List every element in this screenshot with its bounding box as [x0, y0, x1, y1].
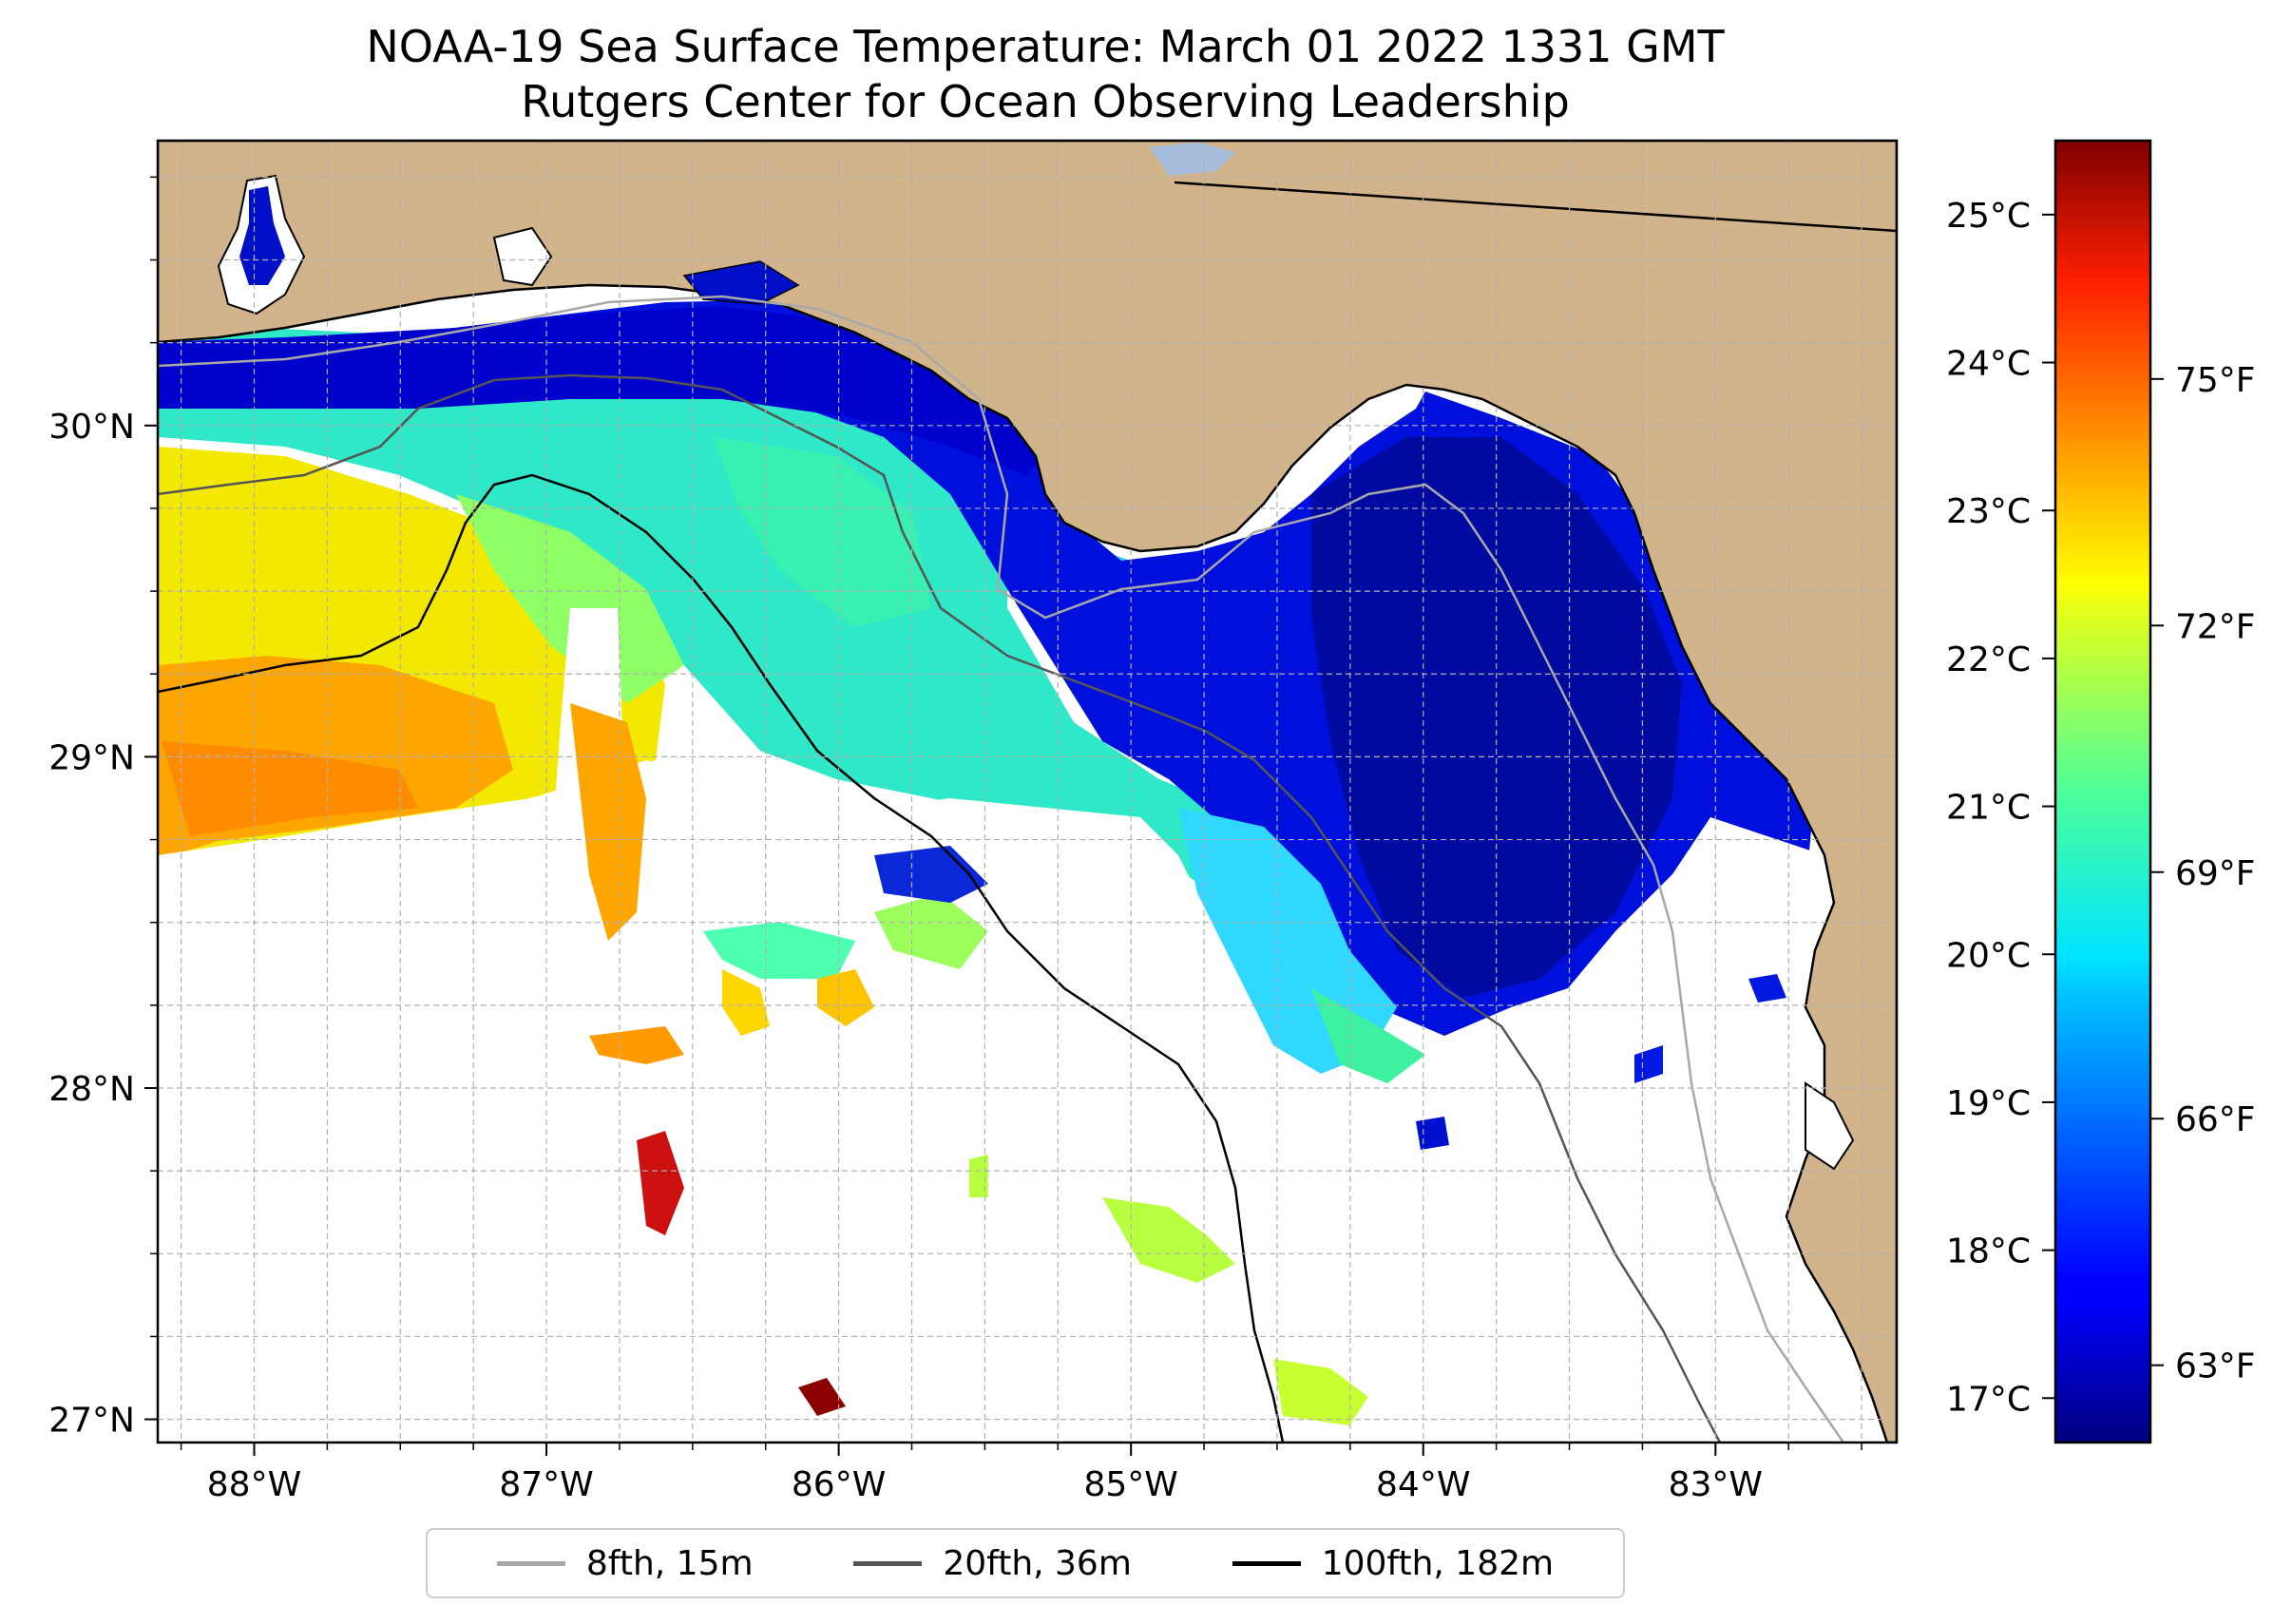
fahrenheit-tick-label: 66°F — [2175, 1100, 2256, 1139]
map-frame — [156, 139, 1899, 1444]
fahrenheit-tick-label: 75°F — [2175, 361, 2256, 400]
legend-label: 20fth, 36m — [943, 1543, 1132, 1583]
isobath-8fth — [158, 295, 1845, 1442]
graticule — [158, 141, 1897, 1442]
celsius-tick-label: 18°C — [1946, 1232, 2031, 1271]
colorbar-ticks: 25°C 24°C 23°C 22°C 21°C 20°C 19°C 18°C 17°C 75°F… — [1946, 197, 2255, 1419]
isobath-legend: 8fth, 15m 20fth, 36m 100fth, 182m — [426, 1528, 1625, 1598]
celsius-tick-label: 23°C — [1946, 492, 2031, 531]
isobaths — [158, 295, 1845, 1442]
lat-tick-label: 28°N — [48, 1070, 135, 1109]
map-axes: 88°W 87°W 86°W 85°W 84°W 83°W 30°N 29°N 28°N 27°N — [48, 176, 1862, 1504]
lon-tick-label: 85°W — [1083, 1465, 1177, 1504]
legend-label: 100fth, 182m — [1321, 1543, 1555, 1583]
celsius-tick-label: 21°C — [1946, 789, 2031, 828]
legend-item-8fth: 8fth, 15m — [496, 1543, 754, 1583]
legend-label: 8fth, 15m — [585, 1543, 754, 1583]
fahrenheit-tick-label: 72°F — [2175, 607, 2256, 646]
celsius-tick-label: 24°C — [1946, 345, 2031, 384]
legend-swatch — [1232, 1560, 1301, 1566]
legend-swatch — [496, 1560, 565, 1566]
title-line-2: Rutgers Center for Ocean Observing Leade… — [521, 76, 1570, 127]
celsius-tick-label: 22°C — [1946, 640, 2031, 679]
land — [158, 141, 1897, 1442]
map-panel — [158, 141, 1897, 1442]
celsius-tick-label: 25°C — [1946, 197, 2031, 236]
lat-tick-label: 30°N — [48, 408, 135, 447]
lon-tick-label: 86°W — [792, 1465, 886, 1504]
lon-tick-label: 83°W — [1669, 1465, 1763, 1504]
isobath-20fth — [158, 373, 1722, 1442]
celsius-tick-label: 17°C — [1946, 1380, 2031, 1419]
legend-item-100fth: 100fth, 182m — [1232, 1544, 1554, 1583]
colorbar — [2053, 139, 2152, 1444]
title-line-1: NOAA-19 Sea Surface Temperature: March 0… — [366, 21, 1725, 72]
lon-tick-label: 88°W — [207, 1465, 301, 1504]
legend-item-20fth: 20fth, 36m — [853, 1544, 1132, 1583]
lat-tick-label: 27°N — [48, 1402, 135, 1441]
celsius-tick-label: 20°C — [1946, 936, 2031, 975]
lon-tick-label: 87°W — [499, 1465, 593, 1504]
fahrenheit-tick-label: 63°F — [2175, 1347, 2256, 1386]
lat-tick-label: 29°N — [48, 738, 135, 777]
sst-field — [158, 300, 1897, 1442]
lon-tick-label: 84°W — [1376, 1465, 1470, 1504]
isobath-100fth — [158, 473, 1285, 1442]
fahrenheit-tick-label: 69°F — [2175, 854, 2256, 893]
legend-swatch — [853, 1560, 923, 1566]
celsius-tick-label: 19°C — [1946, 1084, 2031, 1123]
